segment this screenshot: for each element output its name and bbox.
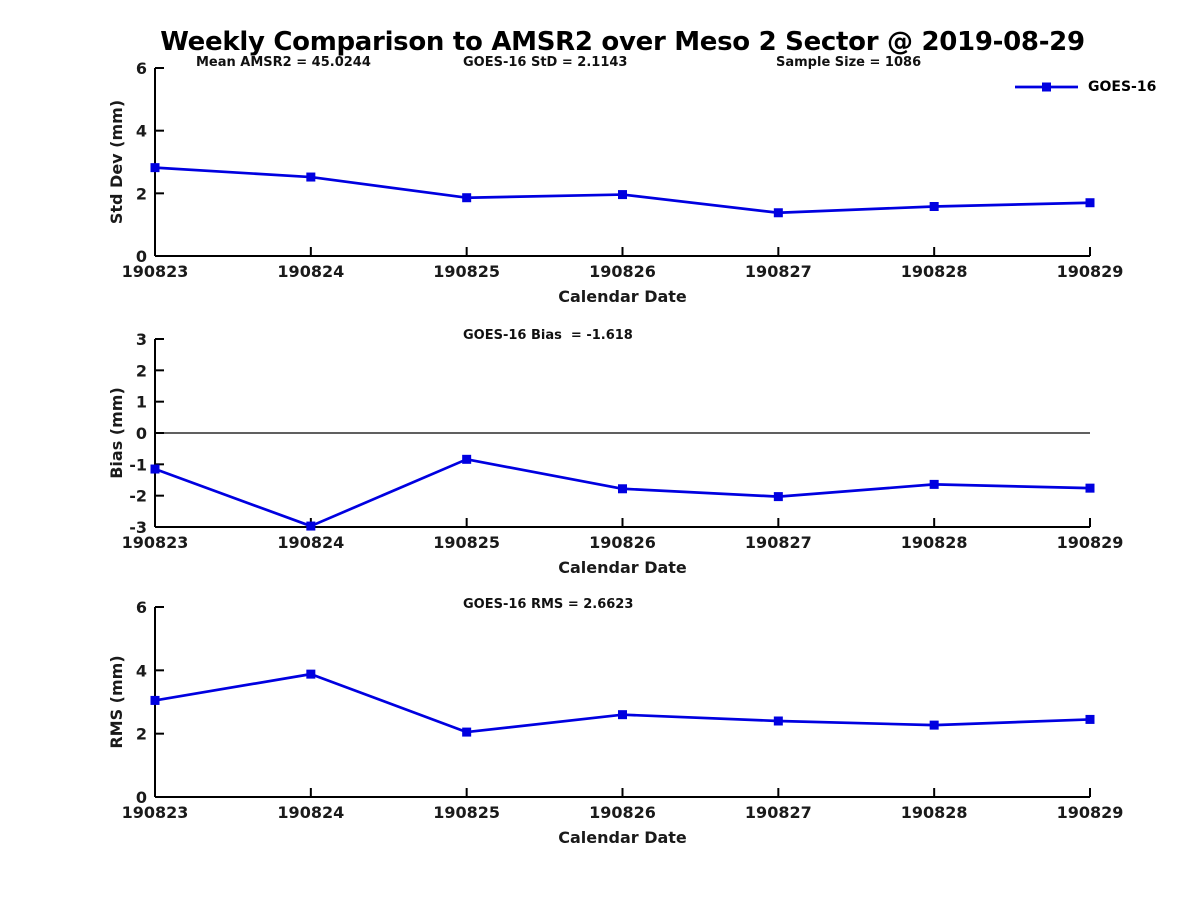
annotation-sample-size: Sample Size = 1086 xyxy=(776,55,922,70)
y-tick-label: 3 xyxy=(136,330,147,349)
x-axis-label: Calendar Date xyxy=(558,558,687,577)
series-marker xyxy=(618,190,627,200)
x-tick-label: 190827 xyxy=(745,533,812,552)
series-marker xyxy=(618,710,627,720)
y-tick-label: 1 xyxy=(136,393,147,412)
x-tick-label: 190828 xyxy=(901,533,968,552)
x-tick-label: 190825 xyxy=(433,533,500,552)
y-tick-label: 0 xyxy=(136,247,147,266)
series-marker xyxy=(306,172,316,182)
series-marker xyxy=(150,163,160,173)
x-tick-label: 190829 xyxy=(1057,533,1124,552)
annotation-goes16-std: GOES-16 StD = 2.1143 xyxy=(463,55,628,70)
series-line xyxy=(154,672,1091,734)
series-marker xyxy=(929,479,939,489)
y-tick-label: 2 xyxy=(136,725,147,744)
y-tick-label: 4 xyxy=(136,661,147,680)
y-tick-label: -2 xyxy=(129,487,147,506)
x-tick-label: 190826 xyxy=(589,262,656,281)
subplot-std-dev: 0 2 4 6 190823 190824 190825 190826 190827 190828… xyxy=(107,59,1123,306)
series-marker xyxy=(773,716,783,726)
x-tick-label: 190828 xyxy=(901,803,968,822)
x-tick-label: 190828 xyxy=(901,262,968,281)
legend-line-icon xyxy=(1015,82,1078,92)
y-tick-label: 6 xyxy=(136,59,147,78)
x-axis-label: Calendar Date xyxy=(558,828,687,847)
annotation-mean-amsr2: Mean AMSR2 = 45.0244 xyxy=(196,55,371,70)
series-marker xyxy=(773,208,783,218)
x-tick-label: 190824 xyxy=(277,533,344,552)
x-tick-label: 190825 xyxy=(433,262,500,281)
series-marker xyxy=(1085,483,1095,493)
series-marker xyxy=(462,727,472,737)
legend-label: GOES-16 xyxy=(1088,79,1157,95)
annotation-goes16-bias: GOES-16 Bias = -1.618 xyxy=(463,328,633,343)
x-tick-label: 190824 xyxy=(277,803,344,822)
y-tick-label: 2 xyxy=(136,184,147,203)
legend-marker xyxy=(1042,82,1051,92)
x-tick-label: 190823 xyxy=(122,803,189,822)
series-marker xyxy=(306,521,316,531)
x-tick-label: 190826 xyxy=(589,533,656,552)
legend: GOES-16 xyxy=(1014,79,1156,95)
y-axis-label: Bias (mm) xyxy=(107,387,126,479)
y-tick-label: 2 xyxy=(136,361,147,380)
subplot-rms: 0 2 4 6 190823 190824 190825 190826 190827 190828… xyxy=(107,598,1123,847)
series-marker xyxy=(150,695,160,705)
series-marker xyxy=(150,464,160,474)
x-tick-label: 190827 xyxy=(745,803,812,822)
x-axis-label: Calendar Date xyxy=(558,287,687,306)
y-tick-label: -3 xyxy=(129,518,147,537)
y-tick-label: 6 xyxy=(136,598,147,617)
series-marker xyxy=(462,193,472,203)
series-marker xyxy=(929,720,939,730)
y-axis-label: RMS (mm) xyxy=(107,655,126,748)
x-tick-label: 190827 xyxy=(745,262,812,281)
series-marker xyxy=(306,669,316,679)
y-tick-label: 0 xyxy=(136,788,147,807)
chart-title: Weekly Comparison to AMSR2 over Meso 2 S… xyxy=(160,27,1085,57)
subplot-bias: -3 -2 -1 0 1 2 3 190823 190824 190825 190826 190827… xyxy=(107,330,1123,577)
y-axis-label: Std Dev (mm) xyxy=(107,100,126,224)
x-tick-label: 190825 xyxy=(433,803,500,822)
series-marker xyxy=(773,492,783,502)
x-tick-label: 190826 xyxy=(589,803,656,822)
series-marker xyxy=(1085,198,1095,208)
annotation-goes16-rms: GOES-16 RMS = 2.6623 xyxy=(463,597,634,612)
x-tick-label: 190823 xyxy=(122,533,189,552)
series-marker xyxy=(929,201,939,211)
x-tick-label: 190823 xyxy=(122,262,189,281)
x-tick-label: 190824 xyxy=(277,262,344,281)
series-marker xyxy=(618,484,627,494)
x-tick-label: 190829 xyxy=(1057,803,1124,822)
x-tick-label: 190829 xyxy=(1057,262,1124,281)
series-marker xyxy=(1085,714,1095,724)
y-tick-label: 4 xyxy=(136,122,147,141)
series-marker xyxy=(462,454,472,464)
y-tick-label: -1 xyxy=(129,455,147,474)
y-tick-label: 0 xyxy=(136,424,147,443)
